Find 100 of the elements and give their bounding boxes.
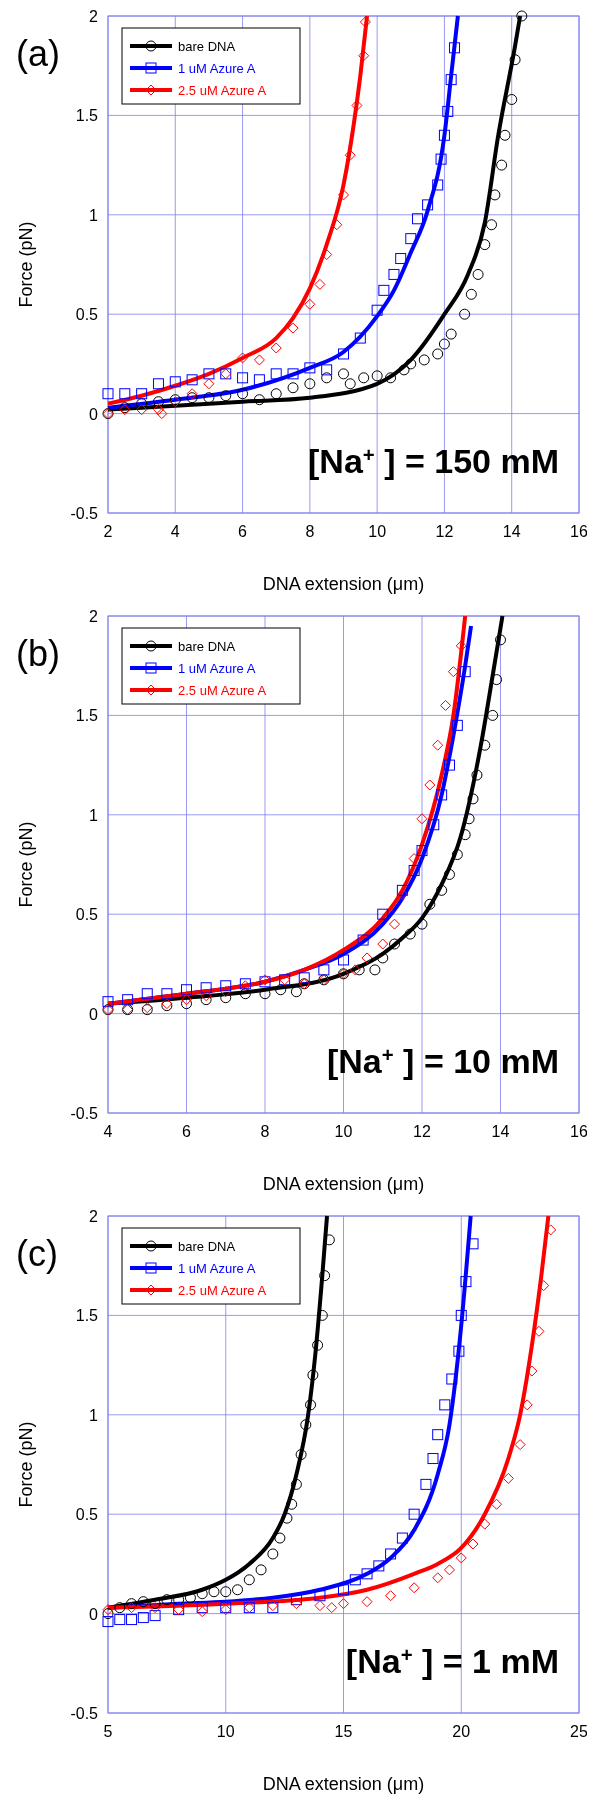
y-tick-label: 0 (89, 405, 99, 423)
point (338, 348, 349, 360)
x-tick-label: 20 (452, 1723, 471, 1740)
point (388, 268, 400, 280)
x-tick-label: 2 (103, 523, 113, 540)
y-tick-label: 0.5 (75, 906, 99, 924)
legend-label: 1 uM Azure A (178, 61, 256, 76)
y-tick-label: 0 (89, 1605, 99, 1623)
point (471, 769, 483, 781)
point (408, 1508, 420, 1520)
point (314, 278, 326, 290)
point (253, 374, 265, 386)
point (274, 1532, 286, 1544)
point (220, 1586, 232, 1598)
point (338, 1598, 349, 1610)
point (300, 1419, 312, 1431)
point (487, 709, 499, 721)
point (358, 372, 370, 384)
point (385, 1548, 397, 1560)
text: (c) (16, 1233, 58, 1274)
point (467, 1538, 479, 1550)
point (449, 42, 461, 54)
point (432, 1429, 444, 1441)
text: (a) (16, 33, 60, 74)
point (353, 964, 365, 976)
legend-label: 2.5 uM Azure A (178, 1283, 267, 1298)
y-tick-label: 1 (89, 1406, 99, 1424)
annotation: [Na$^{+}$] = 1 mM (345, 1642, 559, 1680)
point (102, 1608, 114, 1620)
point (156, 408, 168, 420)
point (479, 1518, 491, 1530)
point (439, 1399, 451, 1411)
point (432, 179, 444, 191)
point (443, 759, 455, 771)
point (169, 376, 181, 388)
point (321, 364, 333, 376)
point (432, 1572, 444, 1584)
point (486, 219, 498, 231)
point (349, 1574, 361, 1586)
x-tick-label: 10 (334, 1123, 353, 1140)
point (237, 372, 249, 384)
point (369, 964, 381, 976)
point (424, 779, 436, 791)
legend-label: bare DNA (178, 639, 236, 654)
y-tick-label: 1.5 (75, 707, 99, 725)
point (389, 918, 401, 930)
x-axis-title: DNA extension (μm) (262, 1174, 425, 1194)
point (451, 849, 463, 861)
x-tick-label: 6 (182, 1123, 192, 1140)
y-tick-label: -0.5 (70, 1705, 99, 1722)
point (446, 1373, 458, 1385)
point (281, 1512, 293, 1524)
point (506, 94, 518, 105)
y-tick-label: 1 (89, 806, 99, 824)
point (196, 1606, 208, 1618)
point (496, 159, 508, 171)
point (267, 1548, 279, 1560)
point (361, 952, 373, 964)
point (295, 1449, 307, 1461)
point (307, 1369, 319, 1381)
legend-label: 2.5 uM Azure A (178, 683, 267, 698)
point (385, 1590, 397, 1602)
x-tick-label: 14 (502, 523, 521, 540)
point (422, 199, 434, 211)
point (102, 388, 114, 400)
point (287, 382, 299, 394)
annotation: [Na$^{+}$] = 10 mM (326, 1042, 559, 1080)
point (467, 793, 479, 805)
point (509, 54, 521, 66)
point (373, 1560, 385, 1572)
point (137, 1612, 149, 1624)
point (114, 1602, 126, 1614)
point (460, 1276, 472, 1288)
point (516, 10, 528, 22)
point (408, 864, 420, 876)
point (438, 129, 450, 141)
point (349, 964, 361, 976)
point (514, 1439, 526, 1451)
point (287, 322, 299, 334)
point (270, 342, 282, 354)
point (181, 984, 192, 996)
point (137, 1596, 149, 1608)
point (455, 1552, 467, 1564)
point (445, 74, 457, 86)
y-tick-label: 2 (89, 608, 99, 625)
point (443, 1564, 455, 1576)
y-tick-label: 0 (89, 1005, 99, 1023)
point (331, 219, 343, 231)
point (102, 1604, 114, 1616)
point (136, 388, 148, 400)
point (436, 884, 448, 896)
text: (b) (16, 633, 60, 674)
point (220, 986, 232, 998)
point (318, 964, 330, 976)
point (377, 908, 389, 920)
point (338, 189, 349, 201)
x-tick-label: 4 (103, 1123, 113, 1140)
x-axis-title: DNA extension (μm) (262, 1774, 425, 1794)
point (495, 634, 506, 646)
point (220, 390, 232, 402)
